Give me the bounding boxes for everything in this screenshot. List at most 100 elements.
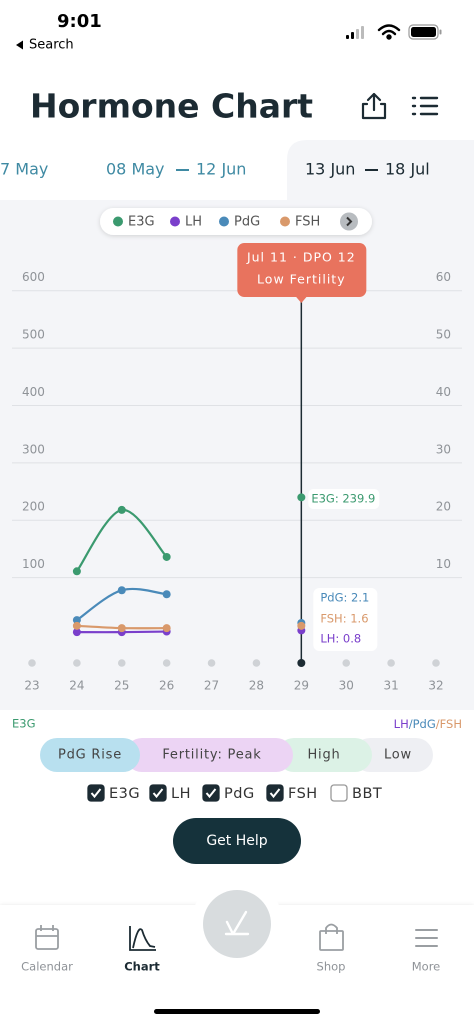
date-tab-start[interactable]: 08 May <box>106 160 165 179</box>
phase-label: Fertility: Peak <box>162 748 261 763</box>
legend <box>100 208 372 235</box>
check-mark <box>205 788 217 799</box>
list-button[interactable] <box>411 96 439 116</box>
date-tab-start[interactable]: 13 Jun <box>305 160 355 179</box>
x-tick-label: 24 <box>69 679 84 693</box>
callout-label: PdG: 2.1 <box>320 591 369 605</box>
back-link[interactable]: Search <box>29 38 74 53</box>
phase-label: PdG Rise <box>58 748 122 763</box>
filter-label[interactable]: LH <box>171 786 191 802</box>
day-dot <box>342 659 351 667</box>
get-help-label[interactable]: Get Help <box>206 833 267 849</box>
filter-checkbox[interactable] <box>87 784 105 802</box>
tab-label[interactable]: Shop <box>317 960 346 974</box>
data-point <box>117 586 126 595</box>
y2-tick-label: 20 <box>436 500 451 514</box>
x-tick-label: 29 <box>294 679 309 693</box>
tooltip-subtitle: Low Fertility <box>257 272 346 287</box>
share-button[interactable] <box>361 92 387 120</box>
y2-tick-label: 10 <box>436 557 451 571</box>
legend-dot <box>280 216 290 227</box>
data-point <box>72 567 81 576</box>
shop-icon <box>319 923 344 951</box>
data-point <box>72 628 81 637</box>
battery-icon <box>408 24 442 40</box>
phase-label: Low <box>384 748 412 763</box>
x-tick-label: 26 <box>159 679 174 693</box>
day-dot <box>252 659 261 667</box>
legend-more[interactable] <box>340 212 358 231</box>
tooltip-box <box>237 243 367 297</box>
tab-label[interactable]: Calendar <box>21 960 73 974</box>
y2-axis-title: LH/PdG/FSH <box>394 717 462 731</box>
legend-dot <box>113 216 123 227</box>
filter-label[interactable]: FSH <box>288 786 318 802</box>
day-dot <box>432 659 440 667</box>
y2-tick-label: 30 <box>436 442 451 456</box>
phase-bar: PdG Rise Fertility: Peak High Low <box>40 738 433 772</box>
phase-high <box>277 738 372 772</box>
log-icon <box>224 910 250 936</box>
phase-pdg-rise <box>40 738 140 772</box>
data-point <box>297 621 306 630</box>
check-mark <box>90 788 102 799</box>
filter-checkbox[interactable] <box>149 784 167 802</box>
callout-box <box>313 588 378 651</box>
check-mark <box>269 788 281 799</box>
day-dot <box>73 659 81 667</box>
callout-label: FSH: 1.6 <box>320 612 368 626</box>
day-dot <box>207 659 216 667</box>
filter-checkbox[interactable] <box>202 784 220 802</box>
date-tab-end[interactable]: 18 Jul <box>385 160 430 179</box>
y-tick-label: 400 <box>22 385 45 399</box>
data-point <box>117 624 126 633</box>
y-tick-label: 100 <box>22 557 45 571</box>
signal-icon <box>346 26 364 39</box>
back-arrow[interactable] <box>16 40 23 50</box>
legend-label: LH <box>185 215 202 230</box>
get-help-button[interactable] <box>173 818 301 864</box>
wifi-icon <box>377 24 401 40</box>
legend-label: E3G <box>128 215 155 230</box>
filter-label[interactable]: BBT <box>352 786 382 802</box>
x-tick-label: 30 <box>339 679 354 693</box>
filter-checkbox[interactable] <box>266 784 284 802</box>
phase-label: High <box>307 748 340 763</box>
tab-label[interactable]: Chart <box>124 960 160 974</box>
date-tab-end[interactable]: 12 Jun <box>196 160 246 179</box>
data-point <box>162 624 171 633</box>
tab-label[interactable]: More <box>412 960 441 974</box>
y2-tick-label: 60 <box>436 270 451 284</box>
day-dot <box>28 659 36 667</box>
x-tick-label: 23 <box>24 679 39 693</box>
day-dot <box>117 659 126 667</box>
y-tick-label: 500 <box>22 328 45 342</box>
filter-label[interactable]: E3G <box>109 786 140 802</box>
day-dot <box>387 659 395 667</box>
filter-label[interactable]: PdG <box>224 786 255 802</box>
legend-label: FSH <box>295 215 320 230</box>
legend-dot <box>219 216 229 227</box>
x-tick-label: 32 <box>428 679 443 693</box>
legend-dot <box>170 216 180 227</box>
data-point <box>72 621 81 630</box>
day-dot <box>162 659 171 667</box>
date-tab-start[interactable]: 7 May <box>0 160 48 179</box>
data-point <box>72 616 81 625</box>
y-tick-label: 300 <box>22 442 45 456</box>
page-title: Hormone Chart <box>30 87 313 126</box>
status-time: 9:01 <box>57 11 102 32</box>
legend-more-arrow <box>346 216 353 227</box>
legend-label: PdG <box>234 215 260 230</box>
tooltip-pointer <box>295 296 308 303</box>
x-tick-label: 27 <box>204 679 219 693</box>
x-tick-label: 28 <box>249 679 264 693</box>
check-mark <box>152 788 164 799</box>
log-button[interactable] <box>203 890 271 958</box>
tooltip-title: Jul 11 · DPO 12 <box>246 250 356 265</box>
data-point <box>117 505 126 514</box>
filter-checkbox[interactable] <box>330 784 348 802</box>
y-axis-title: E3G <box>12 717 36 731</box>
